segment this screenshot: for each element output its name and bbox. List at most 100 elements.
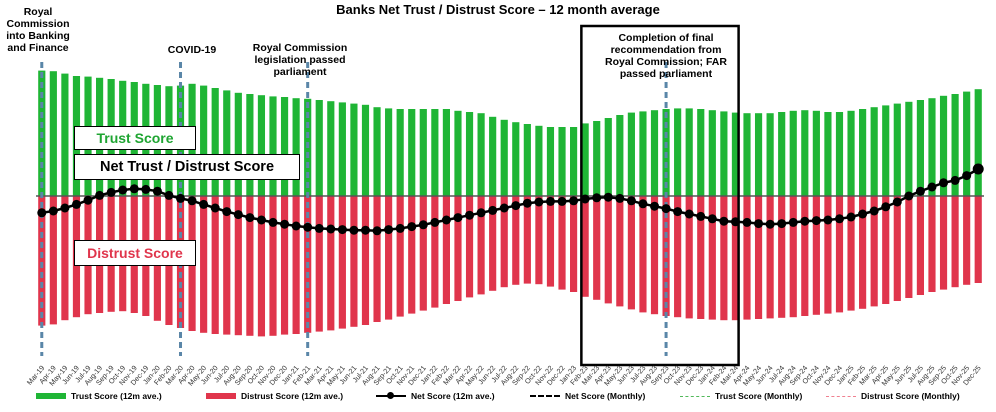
trust-bar bbox=[974, 89, 982, 196]
distrust-bar bbox=[697, 196, 705, 319]
net-score-point bbox=[60, 203, 70, 213]
chart-legend: Trust Score (12m ave.) Distrust Score (1… bbox=[0, 388, 996, 404]
legend-swatch-distrust bbox=[206, 393, 236, 399]
trust-bar bbox=[766, 113, 774, 196]
net-score-point bbox=[684, 209, 694, 219]
net-score-point bbox=[233, 210, 243, 220]
net-score-point bbox=[152, 186, 162, 196]
net-score-point bbox=[962, 171, 972, 181]
distrust-bar bbox=[812, 196, 820, 315]
distrust-bar bbox=[327, 196, 335, 331]
net-score-point bbox=[939, 178, 949, 188]
legend-label-net-12m: Net Score (12m ave.) bbox=[411, 391, 495, 401]
legend-label-trust-monthly: Trust Score (Monthly) bbox=[715, 391, 803, 401]
net-score-point bbox=[488, 205, 498, 215]
net-score-point bbox=[615, 193, 625, 203]
legend-item-distrust-12m: Distrust Score (12m ave.) bbox=[206, 388, 343, 404]
legend-item-trust-12m: Trust Score (12m ave.) bbox=[36, 388, 162, 404]
net-score-point bbox=[603, 192, 613, 202]
legend-swatch-distrust-monthly bbox=[826, 395, 856, 397]
net-score-point bbox=[395, 223, 405, 233]
legend-item-net-12m: Net Score (12m ave.) bbox=[376, 388, 495, 404]
net-score-point bbox=[372, 226, 382, 236]
distrust-bar bbox=[870, 196, 878, 307]
net-score-point bbox=[337, 225, 347, 235]
distrust-bar bbox=[512, 196, 520, 285]
trust-bar bbox=[870, 107, 878, 196]
trust-bar bbox=[616, 115, 624, 196]
net-score-point bbox=[453, 213, 463, 223]
net-score-point bbox=[118, 185, 128, 195]
distrust-bar bbox=[431, 196, 439, 308]
net-score-point bbox=[811, 216, 821, 226]
legend-swatch-trust-monthly bbox=[680, 395, 710, 397]
distrust-bar bbox=[650, 196, 659, 315]
net-score-point bbox=[858, 209, 868, 219]
distrust-bar bbox=[442, 196, 450, 304]
distrust-bar bbox=[835, 196, 844, 313]
distrust-bar bbox=[500, 196, 508, 288]
distrust-bar bbox=[963, 196, 971, 285]
trust-bar bbox=[269, 96, 277, 196]
net-score-point bbox=[765, 219, 775, 229]
distrust-bar bbox=[801, 196, 809, 316]
trust-bar bbox=[801, 110, 809, 196]
trust-bar bbox=[951, 94, 959, 196]
distrust-bar bbox=[396, 196, 404, 317]
net-score-point bbox=[730, 217, 740, 227]
distrust-bar bbox=[731, 196, 740, 321]
distrust-bar bbox=[859, 196, 867, 309]
distrust-bar bbox=[280, 196, 289, 335]
trust-bar bbox=[477, 113, 485, 196]
net-score-label: Net Trust / Distrust Score bbox=[74, 154, 300, 180]
trust-bar bbox=[812, 110, 820, 196]
net-score-point bbox=[800, 216, 810, 226]
trust-bar bbox=[512, 122, 520, 196]
trust-bar bbox=[893, 103, 901, 196]
distrust-bar bbox=[674, 196, 682, 318]
trust-bar bbox=[234, 92, 242, 196]
trust-bar bbox=[361, 104, 370, 196]
legend-label-net-monthly: Net Score (Monthly) bbox=[565, 391, 646, 401]
trust-bar bbox=[49, 71, 57, 196]
trust-bar bbox=[257, 95, 266, 196]
net-score-point bbox=[141, 184, 151, 194]
distrust-bar bbox=[234, 196, 242, 336]
trust-bar bbox=[778, 112, 786, 196]
distrust-score-label: Distrust Score bbox=[74, 240, 196, 266]
net-score-point bbox=[106, 187, 116, 197]
distrust-bar bbox=[893, 196, 901, 301]
net-score-point bbox=[673, 207, 683, 217]
distrust-bar bbox=[338, 196, 346, 329]
net-score-point bbox=[199, 199, 209, 209]
net-score-point bbox=[638, 199, 648, 209]
distrust-bar bbox=[361, 196, 370, 325]
net-score-point bbox=[972, 163, 984, 175]
trust-bar bbox=[246, 94, 254, 196]
distrust-bar bbox=[604, 196, 612, 304]
distrust-bar bbox=[385, 196, 393, 320]
net-score-point bbox=[303, 222, 313, 232]
distrust-bar bbox=[465, 196, 474, 298]
net-score-point bbox=[291, 221, 301, 231]
chart-title: Banks Net Trust / Distrust Score – 12 mo… bbox=[336, 2, 660, 17]
trust-bar bbox=[824, 112, 832, 196]
net-score-point bbox=[950, 175, 960, 185]
trust-bar bbox=[280, 97, 289, 196]
legend-swatch-net-monthly bbox=[530, 395, 560, 397]
legend-item-trust-monthly: Trust Score (Monthly) bbox=[680, 388, 802, 404]
net-score-point bbox=[164, 190, 174, 200]
trust-bar bbox=[963, 91, 971, 196]
net-score-point bbox=[892, 197, 902, 207]
trust-bar bbox=[408, 109, 416, 196]
trust-bar bbox=[593, 121, 601, 196]
distrust-bar bbox=[789, 196, 797, 318]
trust-bar bbox=[327, 101, 335, 196]
distrust-bar bbox=[754, 196, 763, 319]
distrust-bar bbox=[546, 196, 555, 287]
net-score-point bbox=[904, 191, 914, 201]
net-score-point bbox=[742, 217, 752, 227]
distrust-bar bbox=[61, 196, 69, 321]
trust-bar bbox=[454, 110, 462, 196]
